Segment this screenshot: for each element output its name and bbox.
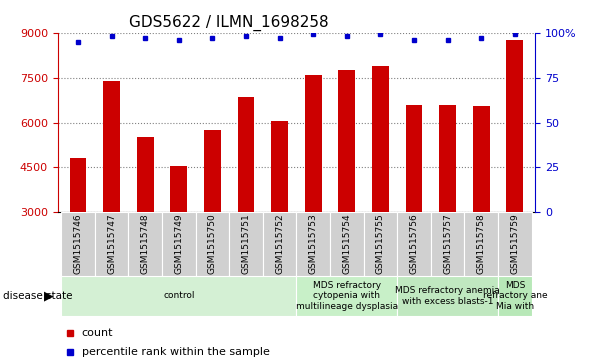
Bar [498, 276, 531, 316]
Bar [305, 74, 322, 212]
Bar [170, 166, 187, 212]
Text: count: count [81, 328, 113, 338]
Text: GSM1515749: GSM1515749 [174, 214, 183, 274]
Bar [296, 212, 330, 276]
Bar [229, 212, 263, 276]
Text: GSM1515757: GSM1515757 [443, 214, 452, 274]
Bar [431, 212, 465, 276]
Text: control: control [163, 291, 195, 300]
Text: GSM1515746: GSM1515746 [74, 214, 83, 274]
Text: MDS refractory anemia
with excess blasts-1: MDS refractory anemia with excess blasts… [395, 286, 500, 306]
Bar [406, 105, 423, 212]
Bar [61, 276, 297, 316]
Bar [397, 276, 498, 316]
Text: disease state: disease state [3, 291, 72, 301]
Bar [61, 212, 95, 276]
Text: percentile rank within the sample: percentile rank within the sample [81, 347, 269, 357]
Bar [95, 212, 128, 276]
Text: GSM1515756: GSM1515756 [410, 214, 418, 274]
Text: GSM1515753: GSM1515753 [309, 214, 318, 274]
Bar [330, 212, 364, 276]
Bar [103, 81, 120, 212]
Bar [271, 121, 288, 212]
Bar [439, 105, 456, 212]
Text: GSM1515755: GSM1515755 [376, 214, 385, 274]
Text: GSM1515750: GSM1515750 [208, 214, 217, 274]
Bar [397, 212, 431, 276]
Bar [196, 212, 229, 276]
Bar [204, 130, 221, 212]
Bar [128, 212, 162, 276]
Bar [137, 138, 154, 212]
Text: GSM1515754: GSM1515754 [342, 214, 351, 274]
Text: MDS
refractory ane
Mia with: MDS refractory ane Mia with [483, 281, 547, 311]
Text: ▶: ▶ [44, 289, 54, 302]
Bar [339, 70, 355, 212]
Bar [69, 159, 86, 212]
Text: GSM1515747: GSM1515747 [107, 214, 116, 274]
Text: GDS5622 / ILMN_1698258: GDS5622 / ILMN_1698258 [130, 15, 329, 31]
Bar [465, 212, 498, 276]
Bar [372, 66, 389, 212]
Text: MDS refractory
cytopenia with
multilineage dysplasia: MDS refractory cytopenia with multilinea… [295, 281, 398, 311]
Text: GSM1515751: GSM1515751 [241, 214, 250, 274]
Bar [498, 212, 531, 276]
Bar [364, 212, 397, 276]
Bar [162, 212, 196, 276]
Bar [506, 40, 523, 212]
Bar [296, 276, 397, 316]
Text: GSM1515758: GSM1515758 [477, 214, 486, 274]
Text: GSM1515748: GSM1515748 [140, 214, 150, 274]
Text: GSM1515759: GSM1515759 [510, 214, 519, 274]
Text: GSM1515752: GSM1515752 [275, 214, 284, 274]
Bar [238, 97, 254, 212]
Bar [473, 106, 489, 212]
Bar [263, 212, 297, 276]
